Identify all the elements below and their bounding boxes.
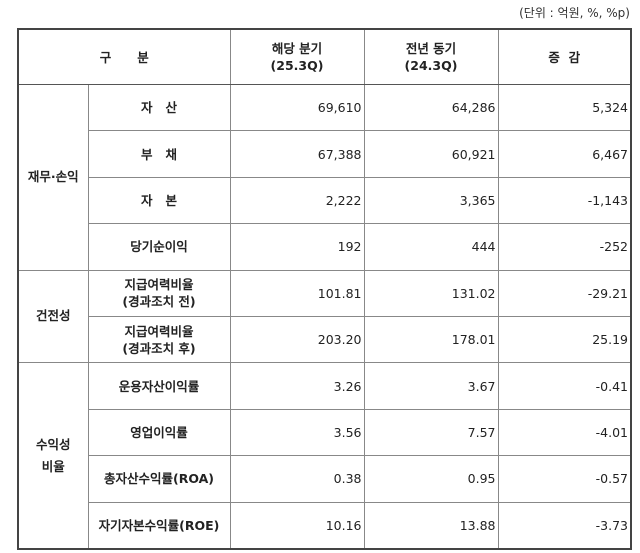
change-value: 25.19 [497,315,632,364]
row-label: 총자산수익률(ROA) [87,455,231,503]
current-value: 67,388 [229,130,365,178]
table-row: 재무·손익 자 산 69,610 64,286 5,324 [17,83,632,271]
row-label: 자 산 [87,83,231,132]
unit-label: (단위 : 억원, %, %p) [519,6,630,20]
row-label: 지급여력비율 (경과조치 전) [87,269,231,317]
previous-value: 178.01 [363,315,499,364]
previous-value: 444 [363,223,499,271]
table-row: 총자산수익률(ROA) 0.38 0.95 -0.57 [18,455,632,503]
row-label: 자기자본수익률(ROE) [87,501,231,550]
previous-value: 60,921 [363,130,499,178]
current-value: 0.38 [229,455,365,503]
current-value: 3.26 [229,362,365,410]
current-value: 3.56 [229,408,365,457]
change-value: -252 [497,223,632,271]
header-previous: 전년 동기 (24.3Q) [363,28,499,85]
previous-value: 64,286 [363,83,499,132]
table-row: 부 채 67,388 60,921 6,467 [18,130,632,178]
change-value: -1,143 [497,176,632,225]
row-label: 부 채 [87,130,231,178]
table-row: 건전성 지급여력비율 (경과조치 전) 101.81 131.02 -29.21 [17,269,632,364]
row-label: 지급여력비율 (경과조치 후) [87,315,231,364]
previous-value: 0.95 [363,455,499,503]
header-category: 구 분 [17,28,231,85]
table-row: 지급여력비율 (경과조치 후) 203.20 178.01 25.19 [18,315,632,364]
current-value: 2,222 [229,176,365,225]
table-row: 영업이익률 3.56 7.57 -4.01 [18,408,632,457]
current-value: 192 [229,223,365,271]
current-value: 69,610 [229,83,365,132]
group-label: 재무·손익 [17,84,89,271]
row-label: 자 본 [87,176,231,225]
change-value: -0.57 [497,455,632,503]
previous-value: 13.88 [363,501,499,550]
previous-value: 3.67 [363,362,499,410]
change-value: -4.01 [497,408,632,457]
header-current: 해당 분기 (25.3Q) [229,28,365,85]
row-label: 영업이익률 [87,408,231,457]
current-value: 203.20 [229,315,365,364]
row-label: 운용자산이익률 [87,362,231,410]
group-label: 수익성 비율 [17,362,89,550]
financial-summary-table: 구 분 해당 분기 (25.3Q) 전년 동기 (24.3Q) 증 감 재무·손익 자… [17,28,632,550]
previous-value: 7.57 [363,408,499,457]
table-row: 수익성 비율 운용자산이익률 3.26 3.67 -0.41 [17,362,632,550]
change-value: -0.41 [497,362,632,410]
table-row: 자 본 2,222 3,365 -1,143 [18,176,632,225]
table-row: 당기순이익 192 444 -252 [18,223,632,271]
change-value: 6,467 [497,130,632,178]
header-change: 증 감 [497,28,632,85]
table-row: 자기자본수익률(ROE) 10.16 13.88 -3.73 [18,501,632,550]
row-label: 당기순이익 [87,223,231,271]
current-value: 101.81 [229,269,365,317]
previous-value: 3,365 [363,176,499,225]
change-value: -29.21 [497,269,632,317]
header-row: 구 분 해당 분기 (25.3Q) 전년 동기 (24.3Q) 증 감 [17,28,632,85]
group-label: 건전성 [17,269,89,364]
change-value: -3.73 [497,501,632,550]
previous-value: 131.02 [363,269,499,317]
current-value: 10.16 [229,501,365,550]
change-value: 5,324 [497,83,632,132]
